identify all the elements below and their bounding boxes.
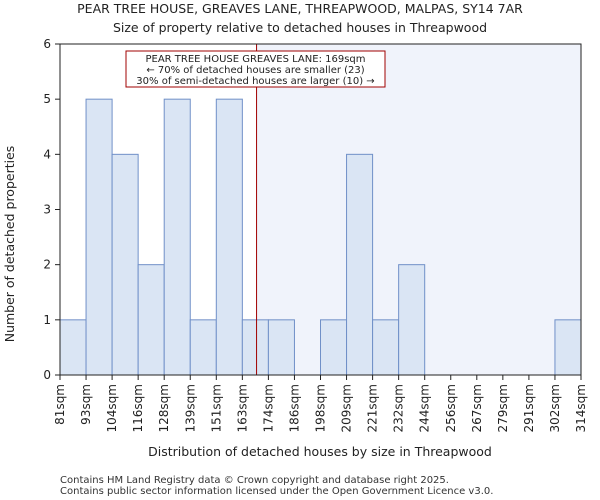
bar-139sqm xyxy=(189,319,217,376)
x-tick-label: 116sqm xyxy=(131,384,145,432)
x-axis-label: Distribution of detached houses by size … xyxy=(148,444,492,459)
x-tick-label: 139sqm xyxy=(183,384,197,432)
y-tick-label: 5 xyxy=(43,92,51,106)
bar-221sqm xyxy=(372,319,400,376)
bar-174sqm xyxy=(267,319,295,376)
x-tick-label: 267sqm xyxy=(470,384,484,432)
bar-116sqm xyxy=(137,264,165,376)
bar-104sqm xyxy=(111,153,139,376)
x-tick-label: 314sqm xyxy=(574,384,588,432)
x-axis-ticks: 81sqm 93sqm 104sqm 116sqm 128sqm 139sqm 151sqm… xyxy=(53,375,588,432)
x-tick-label: 209sqm xyxy=(340,384,354,432)
bar-151sqm xyxy=(215,98,243,376)
x-tick-label: 256sqm xyxy=(444,384,458,432)
x-tick-label: 93sqm xyxy=(79,384,93,425)
x-tick-label: 244sqm xyxy=(418,384,432,432)
bar-81sqm xyxy=(59,319,87,376)
bar-232sqm xyxy=(398,264,426,376)
x-tick-label: 81sqm xyxy=(53,384,67,425)
plot-area: 0 1 2 3 4 5 6 81sqm 93sqm 104sqm 116sqm 128sqm 139s… xyxy=(43,37,588,432)
annotation-box: PEAR TREE HOUSE GREAVES LANE: 169sqm ← 7… xyxy=(125,50,386,88)
bar-93sqm xyxy=(85,98,113,376)
y-tick-label: 1 xyxy=(43,313,51,327)
annotation-line-2: ← 70% of detached houses are smaller (23… xyxy=(146,65,364,76)
footer-line-1: Contains HM Land Registry data © Crown c… xyxy=(60,475,449,486)
y-tick-label: 2 xyxy=(43,258,51,272)
annotation-line-3: 30% of semi-detached houses are larger (… xyxy=(136,76,374,87)
bar-209sqm xyxy=(346,153,374,376)
x-tick-label: 221sqm xyxy=(366,384,380,432)
bars-group xyxy=(59,98,582,376)
x-tick-label: 163sqm xyxy=(235,384,249,432)
y-tick-label: 6 xyxy=(43,37,51,51)
x-tick-label: 151sqm xyxy=(209,384,223,432)
y-tick-label: 4 xyxy=(43,147,51,161)
bar-163sqm xyxy=(241,319,269,376)
y-axis-ticks: 0 1 2 3 4 5 6 xyxy=(43,37,60,382)
bar-128sqm xyxy=(163,98,191,376)
y-axis-label: Number of detached properties xyxy=(2,146,17,343)
annotation-line-1: PEAR TREE HOUSE GREAVES LANE: 169sqm xyxy=(145,54,365,65)
bar-198sqm xyxy=(320,319,348,376)
x-tick-label: 174sqm xyxy=(261,384,275,432)
y-tick-label: 0 xyxy=(43,368,51,382)
footer-line-2: Contains public sector information licen… xyxy=(60,486,493,497)
chart-title: PEAR TREE HOUSE, GREAVES LANE, THREAPWOO… xyxy=(77,1,523,16)
bar-302sqm xyxy=(554,319,582,376)
x-tick-label: 104sqm xyxy=(105,384,119,432)
x-tick-label: 302sqm xyxy=(548,384,562,432)
x-tick-label: 291sqm xyxy=(522,384,536,432)
chart-subtitle: Size of property relative to detached ho… xyxy=(113,20,487,35)
y-tick-label: 3 xyxy=(43,203,51,217)
x-tick-label: 128sqm xyxy=(157,384,171,432)
x-tick-label: 186sqm xyxy=(287,384,301,432)
x-tick-label: 232sqm xyxy=(392,384,406,432)
annotation-frame xyxy=(125,50,386,88)
x-tick-label: 198sqm xyxy=(314,384,328,432)
x-tick-label: 279sqm xyxy=(496,384,510,432)
